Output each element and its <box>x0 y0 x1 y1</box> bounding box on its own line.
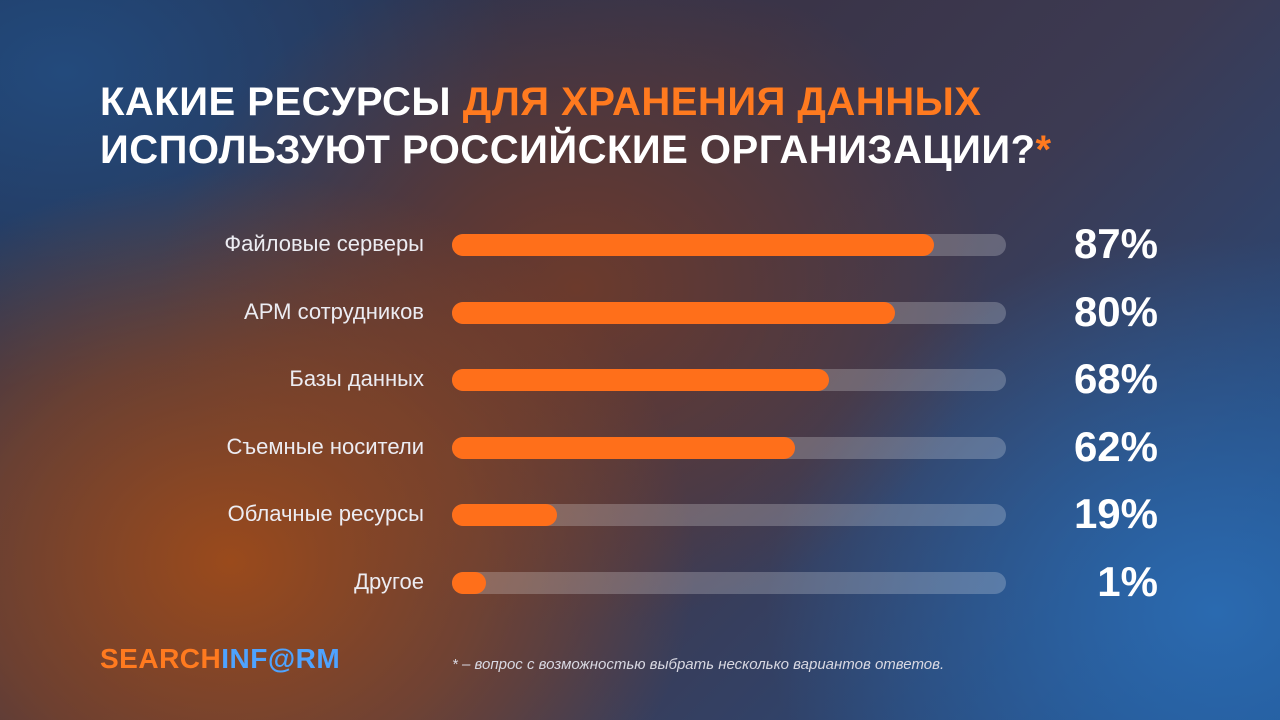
bar-track <box>452 504 1006 526</box>
bar <box>452 369 829 391</box>
bar-track <box>452 436 1006 459</box>
bar-track <box>452 301 1006 324</box>
logo-part-search: SEARCH <box>100 643 222 674</box>
bar <box>452 436 796 459</box>
bar-value-label: 68% <box>1073 355 1158 402</box>
title-line1-accent: ДЛЯ ХРАНЕНИЯ ДАННЫХ <box>462 80 982 124</box>
title-line2-white: ИСПОЛЬЗУЮТ РОССИЙСКИЕ ОРГАНИЗАЦИИ? <box>100 128 1036 172</box>
footnote: * – вопрос с возможностью выбрать нескол… <box>452 656 945 673</box>
bar-value-label: 80% <box>1073 287 1158 335</box>
bar-track <box>452 369 1006 391</box>
bar <box>452 301 896 324</box>
bar-label: Облачные ресурсы <box>227 501 424 526</box>
bar-label: Базы данных <box>289 366 424 391</box>
bar-value-label: 87% <box>1073 220 1158 267</box>
bar-value-label: 62% <box>1073 422 1158 470</box>
bar <box>452 504 558 526</box>
bar-value-label: 1% <box>1097 557 1158 605</box>
chart-title: КАКИЕ РЕСУРСЫ ДЛЯ ХРАНЕНИЯ ДАННЫХ ИСПОЛЬ… <box>100 78 1200 174</box>
searchinform-logo: SEARCHINF@RM <box>100 643 340 675</box>
title-line2-accent: * <box>1035 128 1052 172</box>
bar-value-label: 19% <box>1073 490 1158 537</box>
title-line1-white: КАКИЕ РЕСУРСЫ <box>100 80 463 124</box>
bar <box>452 234 934 256</box>
bar-label: АРМ сотрудников <box>244 298 424 324</box>
bar-label: Съемные носители <box>226 433 424 459</box>
bar-label: Файловые серверы <box>224 231 424 256</box>
bar-track <box>452 571 1006 594</box>
bar <box>452 571 486 594</box>
logo-part-inform: INF@RM <box>221 643 341 674</box>
bar-label: Другое <box>354 568 424 594</box>
bar-track <box>452 234 1006 256</box>
